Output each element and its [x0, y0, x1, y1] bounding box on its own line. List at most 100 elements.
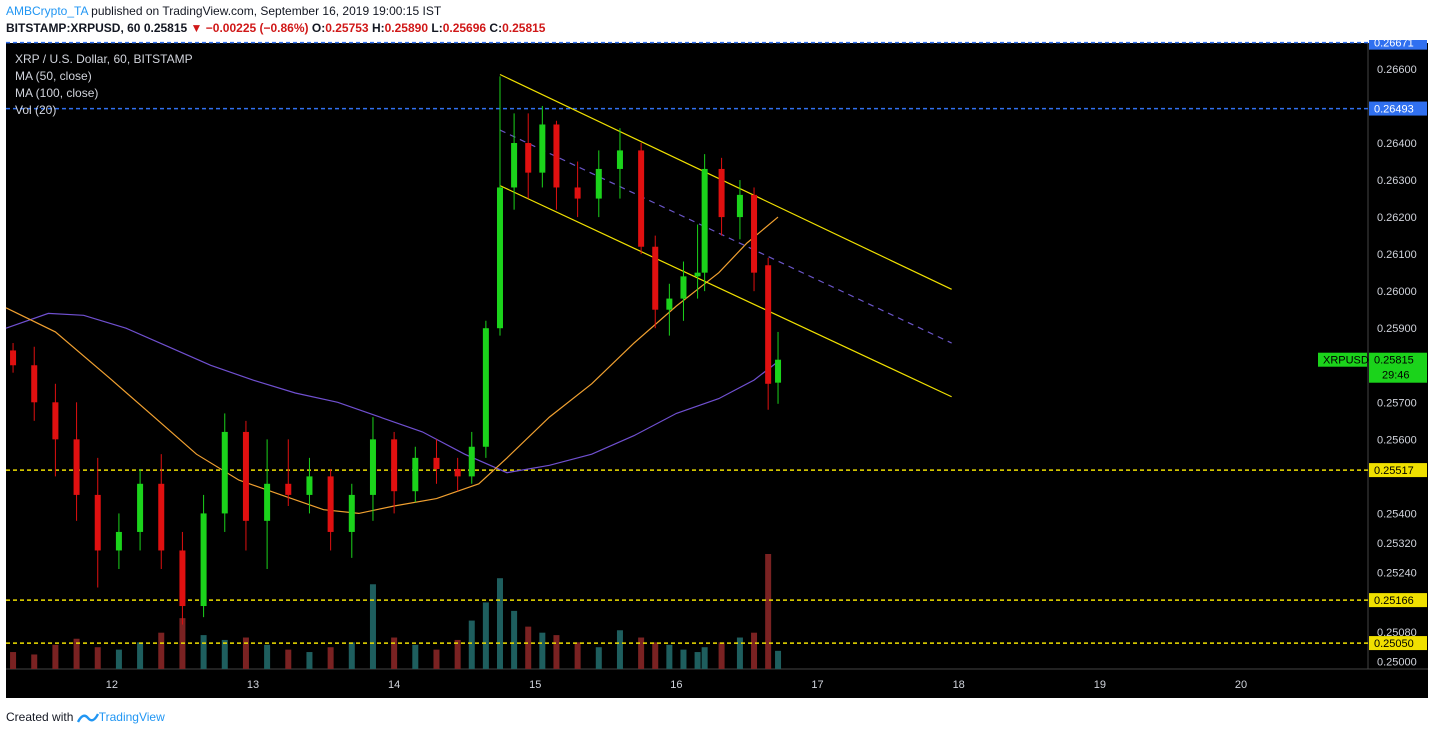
price-tick-label: 0.25320 [1377, 538, 1417, 550]
price-tick-label: 0.26100 [1377, 249, 1417, 261]
volume-bar [765, 554, 772, 669]
price-tick-label: 0.26400 [1377, 138, 1417, 150]
channel-upper-line [499, 73, 952, 290]
candle-body [482, 328, 489, 447]
change-text: −0.00225 (−0.86%) [205, 21, 309, 35]
volume-bar [137, 642, 144, 669]
candle-body [638, 150, 645, 247]
candle-body [94, 494, 101, 551]
candles [10, 76, 782, 625]
level-label-box [1369, 593, 1427, 608]
candle-body [680, 276, 687, 299]
candle-body [553, 124, 560, 188]
volume-bar [264, 644, 271, 669]
legend-item: MA (100, close) [15, 86, 98, 100]
plot-area[interactable] [6, 43, 1368, 669]
candle-body [264, 483, 271, 521]
candle-body [31, 365, 38, 403]
candle-body [306, 476, 313, 495]
price-tick-label: 0.25600 [1377, 434, 1417, 446]
price-tick-label: 0.25400 [1377, 508, 1417, 520]
time-axis-labels: 12 13 14 15 16 17 18 19 20 [106, 679, 1247, 691]
published-text: published on TradingView.com, September … [91, 4, 442, 18]
time-tick-label: 14 [388, 679, 400, 691]
last-price-label: 0.25815 [1374, 355, 1414, 367]
legend-item: XRP / U.S. Dollar, 60, BITSTAMP [15, 52, 193, 66]
candle-body [10, 350, 17, 366]
candle-body [496, 187, 503, 329]
candle-body [574, 187, 581, 199]
volume-bar [306, 652, 313, 669]
volume-bar [31, 654, 38, 669]
down-arrow-icon: ▼ [190, 21, 203, 35]
last-price-box [1369, 352, 1427, 383]
time-tick-label: 12 [106, 679, 118, 691]
tradingview-brand[interactable]: TradingView [98, 710, 165, 724]
volume-bar [718, 642, 725, 669]
legend-item: Vol (20) [15, 103, 56, 117]
candle-body [765, 265, 772, 384]
volume-bar [391, 637, 398, 669]
descending-channel [499, 73, 952, 398]
price-tick-label: 0.25240 [1377, 568, 1417, 580]
time-tick-label: 17 [811, 679, 823, 691]
candle-body [179, 550, 186, 607]
volume-bar [10, 652, 17, 669]
author-link[interactable]: AMBCrypto_TA [6, 4, 88, 18]
level-label-box [1369, 636, 1427, 651]
volume-bar [666, 644, 673, 669]
candle-body [158, 483, 165, 551]
candle-body [694, 272, 701, 277]
volume-bar [412, 644, 419, 669]
volume-bar [736, 637, 743, 669]
candle-body [412, 457, 419, 492]
volume-bar [525, 626, 532, 669]
volume-bar [652, 642, 659, 669]
open-label: O: [311, 21, 326, 35]
candle-body [73, 439, 80, 495]
symbol-tag-box [1318, 352, 1367, 367]
price-tick-label: 0.26300 [1377, 175, 1417, 187]
created-with-text: Created with [6, 710, 74, 724]
candle-body [511, 143, 518, 188]
candle-body [391, 439, 398, 492]
high-label: H: [371, 21, 385, 35]
volume-bar [595, 647, 602, 669]
level-label: 0.25166 [1374, 595, 1414, 607]
price-tick-label: 0.25700 [1377, 397, 1417, 409]
volume-bar [496, 578, 503, 669]
candle-body [115, 531, 122, 551]
price-chart[interactable]: 0.26671 0.26493 0.25517 0.25166 0.25050 0.26… [0, 40, 1433, 700]
price-tick-label: 0.25000 [1377, 657, 1417, 669]
level-label-box [1369, 40, 1427, 50]
price-tick-label: 0.25900 [1377, 323, 1417, 335]
volume-bar [200, 635, 207, 669]
candle-body [652, 246, 659, 310]
volume-bar [369, 584, 376, 669]
volume-bar [73, 638, 80, 669]
horizontal-levels: 0.26671 0.26493 0.25517 0.25166 0.25050 [6, 40, 1427, 651]
time-tick-label: 15 [529, 679, 541, 691]
candle-body [137, 483, 144, 532]
volume-bar [616, 630, 623, 669]
candle-body [468, 446, 475, 477]
candle-body [433, 457, 440, 469]
volume-bar [680, 649, 687, 669]
candle-body [775, 359, 782, 383]
level-label-box [1369, 463, 1427, 478]
level-label: 0.25517 [1374, 465, 1414, 477]
time-tick-label: 16 [670, 679, 682, 691]
time-axis[interactable] [6, 669, 1368, 698]
close-value: 0.25815 [502, 21, 546, 35]
price-tick-label: 0.26000 [1377, 286, 1417, 298]
candle-body [369, 439, 376, 495]
tradingview-logo-icon [76, 713, 99, 723]
candle-body [200, 513, 207, 607]
volume-bar [52, 644, 59, 669]
axis-corner [1368, 669, 1428, 698]
candle-body [221, 431, 228, 514]
candle-body [736, 194, 743, 218]
volume-bar [158, 632, 165, 669]
channel-lower-line [499, 185, 952, 398]
candle-body [595, 168, 602, 199]
